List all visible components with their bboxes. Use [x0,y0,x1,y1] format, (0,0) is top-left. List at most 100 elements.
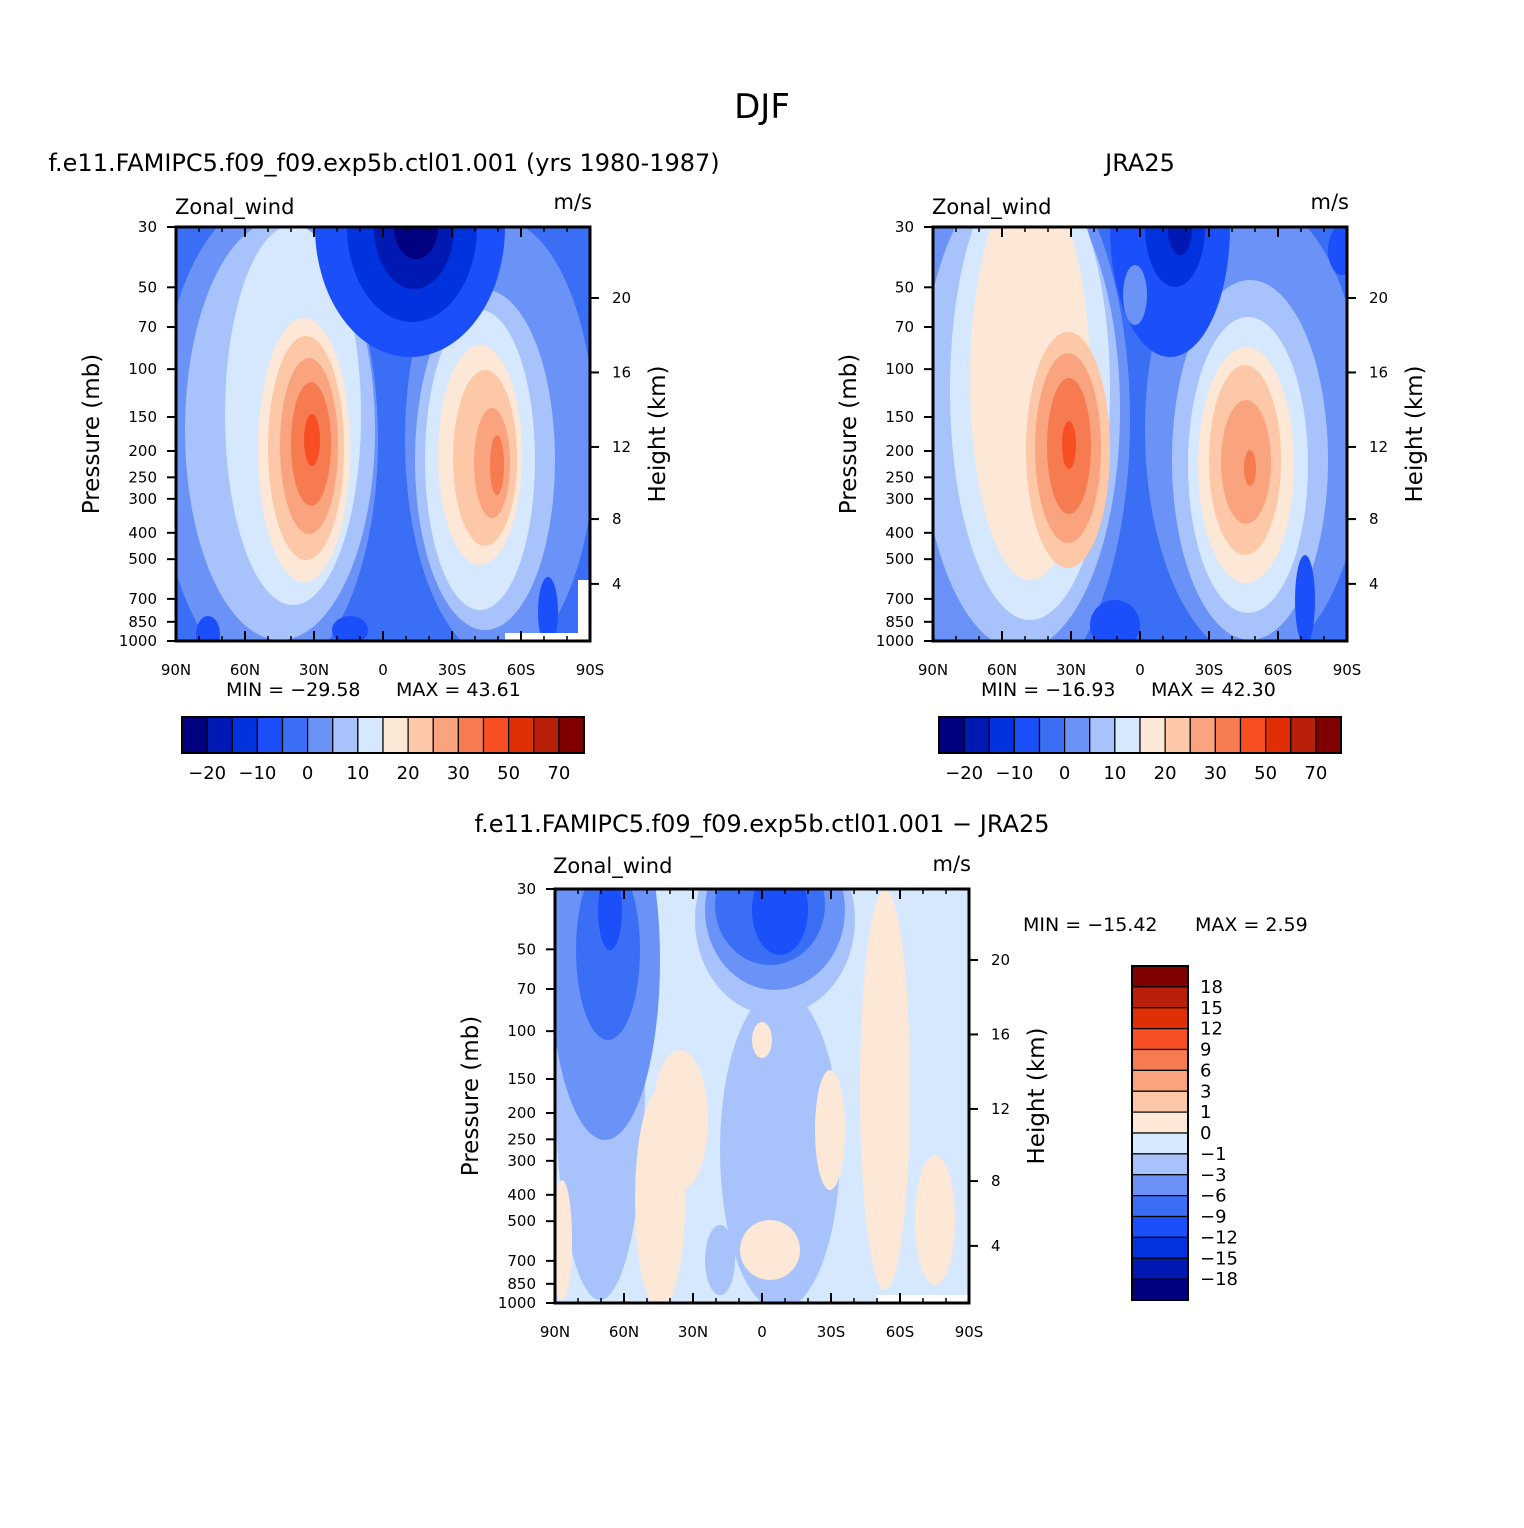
y-right-tick-label: 4 [1369,575,1379,593]
y-tick-label: 500 [128,550,157,568]
colorbar-swatch [1131,1028,1189,1051]
contour-diff-l11 [652,1050,708,1190]
colorbar-swatch [1131,1090,1189,1113]
colorbar-swatch [256,716,284,754]
panel-obs-ylabel: Pressure (mb) [836,354,862,514]
panel-diff-min: MIN = −15.42 [1023,914,1158,936]
colorbar-swatch [1131,1174,1189,1197]
y-tick-label: 400 [507,1186,536,1204]
colorbar-label: −12 [1200,1227,1238,1248]
colorbar-swatch [1131,1069,1189,1092]
colorbar-swatch [1013,716,1041,754]
x-tick-label: 90S [955,1323,984,1341]
colorbar-label: 9 [1200,1040,1211,1061]
y-tick-label: 100 [507,1022,536,1040]
y-tick-label: 250 [885,468,914,486]
colorbar-swatch [1189,716,1216,754]
y-right-tick-label: 16 [612,363,631,381]
x-tick-label: 90N [540,1323,570,1341]
x-tick-label: 30N [299,661,329,679]
y-right-tick-label: 12 [991,1100,1010,1118]
colorbar-swatch [1131,1278,1189,1301]
colorbar-swatch [482,716,510,754]
contour-diff-l16 [705,1225,735,1295]
colorbar-label: −15 [1200,1248,1238,1269]
colorbar-label: 18 [1200,977,1223,998]
x-tick-label: 60S [507,661,536,679]
panel-model-colorbar: −20 −10 0 10 20 30 50 70 [181,716,585,784]
colorbar-label: 12 [1200,1019,1223,1040]
contour-diff-l9 [752,889,808,955]
colorbar-label: −18 [1200,1269,1238,1290]
x-tick-label: 60N [230,661,260,679]
y-tick-label: 200 [128,442,157,460]
y-tick-label: 150 [507,1070,536,1088]
y-right-tick-label: 4 [612,575,622,593]
contour-diff-l15 [740,1220,800,1280]
contour-diff-l12 [860,890,910,1290]
x-tick-label: 30S [1195,661,1224,679]
colorbar-swatch [1139,716,1166,754]
contour-sh-jet-l7 [1244,450,1256,486]
panel-diff-ylabel: Pressure (mb) [458,1016,484,1176]
panel-obs-contours [933,227,1347,641]
y-tick-label: 30 [517,880,536,898]
colorbar-swatch [206,716,233,754]
x-tick-label: 30N [678,1323,708,1341]
contour-easterly-l4 [394,227,438,259]
colorbar-swatch [963,716,990,754]
colorbar-swatch [533,716,560,754]
contour-surface-patch [196,616,220,641]
colorbar-label: 6 [1200,1060,1211,1081]
colorbar-label: −20 [945,763,983,784]
panel-diff-ylabel-right: Height (km) [1024,1027,1050,1164]
colorbar-swatch [1290,716,1317,754]
y-tick-label: 250 [507,1130,536,1148]
colorbar-label: 50 [497,763,520,784]
y-tick-label: 1000 [876,632,914,650]
panel-obs-colorbar: −20 −10 0 10 20 30 50 70 [938,716,1342,784]
y-tick-label: 150 [885,408,914,426]
colorbar-swatch [1239,716,1267,754]
panel-diff: f.e11.FAMIPC5.f09_f09.exp5b.ctl01.001 − … [458,810,1308,1341]
colorbar-swatch [1265,716,1292,754]
y-right-tick-label: 16 [1369,363,1388,381]
y-tick-label: 300 [128,490,157,508]
x-tick-label: 30S [438,661,467,679]
panel-model-ylabel-right: Height (km) [645,365,671,502]
x-tick-label: 90S [576,661,605,679]
colorbar-label: 30 [447,763,470,784]
colorbar-label: 70 [547,763,570,784]
x-tick-label: 0 [757,1323,767,1341]
colorbar-swatch [1214,716,1242,754]
y-right-tick-label: 20 [1369,289,1388,307]
y-tick-label: 500 [885,550,914,568]
x-tick-label: 60S [1264,661,1293,679]
y-right-tick-label: 16 [991,1025,1010,1043]
colorbar-label: 0 [1059,763,1070,784]
panel-diff-max: MAX = 2.59 [1195,914,1308,936]
panel-model-min: MIN = −29.58 [226,679,361,701]
colorbar-label: −20 [188,763,226,784]
y-tick-label: 70 [517,980,536,998]
panel-diff-contours [555,889,969,1303]
y-right-tick-label: 12 [1369,438,1388,456]
y-tick-label: 700 [507,1252,536,1270]
colorbar-swatch [1089,716,1116,754]
colorbar-label: 1 [1200,1102,1211,1123]
colorbar-swatch [1131,1153,1189,1176]
colorbar-label: 10 [1103,763,1126,784]
colorbar-swatch [281,716,309,754]
colorbar-swatch [1131,1215,1189,1238]
x-tick-label: 60S [886,1323,915,1341]
colorbar-label: −3 [1200,1165,1227,1186]
contour-surface-patch [332,616,368,641]
y-tick-label: 400 [885,524,914,542]
colorbar-frame [938,716,1342,754]
y-tick-label: 70 [138,318,157,336]
colorbar-label: 20 [1154,763,1177,784]
x-tick-label: 90N [161,661,191,679]
contour-nh-jet-l8 [1062,421,1076,469]
